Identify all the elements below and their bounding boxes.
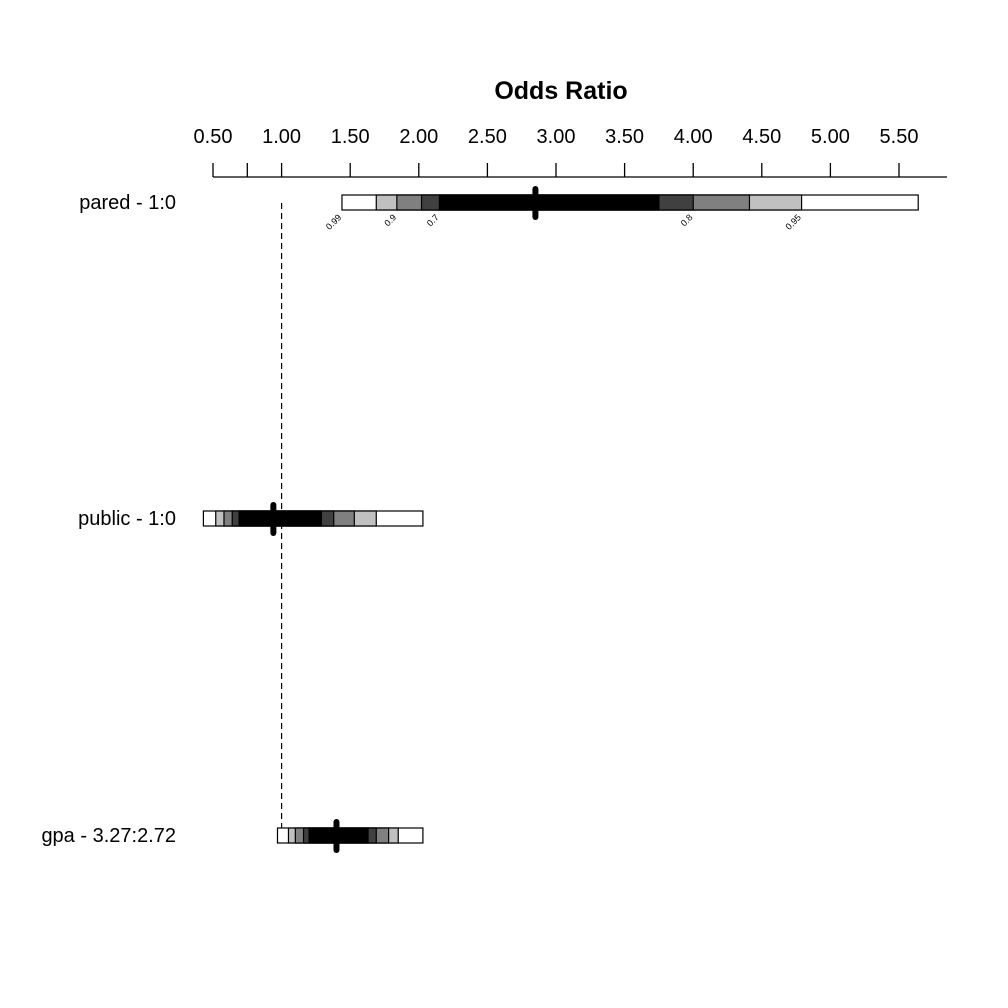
ci-level-label: 0.99 — [324, 212, 343, 231]
x-tick-label: 3.00 — [537, 126, 576, 148]
x-tick-label: 4.00 — [674, 126, 713, 148]
x-tick-label: 2.00 — [399, 126, 438, 148]
x-tick-label: 0.50 — [194, 126, 233, 148]
ci-band-0.7 — [438, 194, 660, 211]
x-tick-label: 1.50 — [331, 126, 370, 148]
chart-title: Odds Ratio — [494, 77, 627, 105]
x-tick-label: 1.00 — [262, 126, 301, 148]
x-tick-label: 3.50 — [605, 126, 644, 148]
row-label: gpa - 3.27:2.72 — [41, 825, 176, 847]
ci-level-label: 0.8 — [679, 212, 695, 228]
ci-level-label: 0.7 — [425, 212, 441, 228]
x-tick-label: 2.50 — [468, 126, 507, 148]
x-tick-label: 4.50 — [742, 126, 781, 148]
row-label: pared - 1:0 — [79, 192, 176, 214]
x-tick-label: 5.00 — [811, 126, 850, 148]
row-label: public - 1:0 — [78, 508, 176, 530]
ci-band-0.7 — [238, 510, 322, 527]
x-tick-label: 5.50 — [880, 126, 919, 148]
ci-level-label: 0.95 — [784, 212, 803, 231]
ci-level-label: 0.9 — [382, 212, 398, 228]
